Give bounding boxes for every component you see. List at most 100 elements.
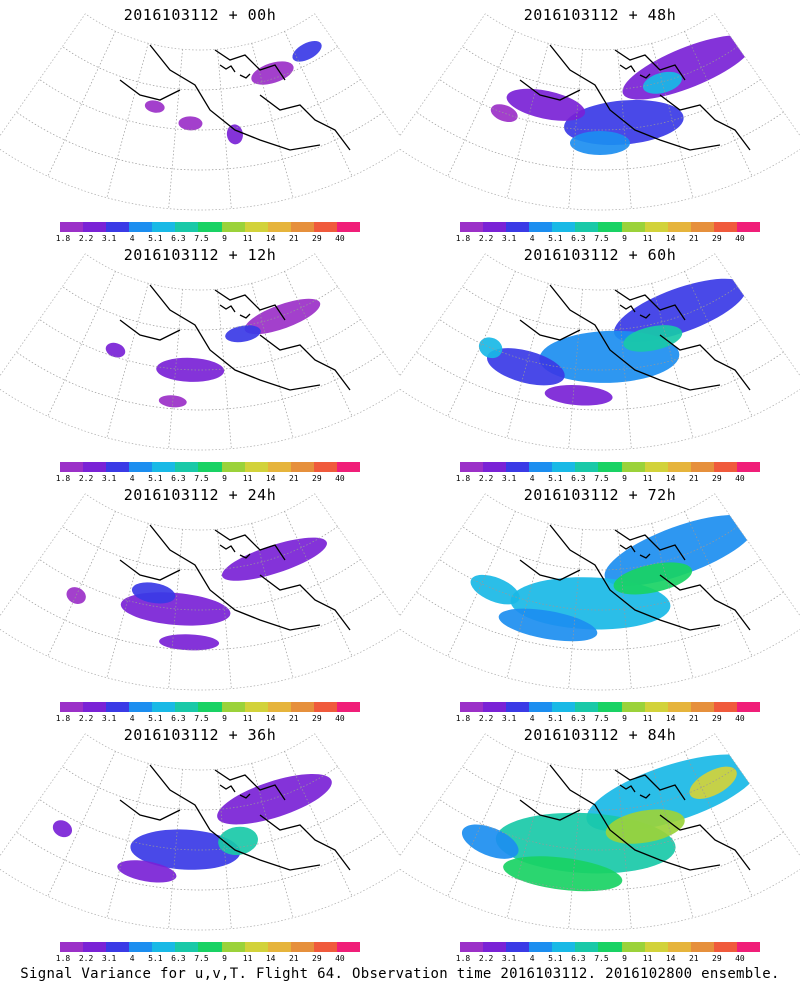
colorbar-tick-label: 2.2 <box>478 234 494 243</box>
colorbar-tick-label: 4 <box>129 474 135 483</box>
colorbar-tick-label: 40 <box>335 234 345 243</box>
colorbar-swatch <box>106 942 130 952</box>
colorbar-swatch <box>198 702 222 712</box>
colorbar <box>60 222 361 232</box>
colorbar-tick-label: 40 <box>335 954 345 963</box>
graticule <box>16 511 384 689</box>
variance-contour <box>292 41 322 62</box>
colorbar-tick-label: 2.2 <box>78 954 94 963</box>
colorbar-tick-label: 6.3 <box>171 714 186 723</box>
panel-title: 2016103112 + 24h <box>123 486 277 504</box>
colorbar-tick-label: 6.3 <box>571 234 586 243</box>
colorbar-swatch <box>575 942 599 952</box>
colorbar-tick-label: 11 <box>242 474 253 483</box>
colorbar-tick-label: 7.5 <box>194 474 209 483</box>
colorbar-swatch <box>713 222 737 232</box>
colorbar-swatch <box>690 222 714 232</box>
variance-contour <box>225 325 261 343</box>
colorbar-swatch <box>175 462 199 472</box>
colorbar-tick-label: 29 <box>712 474 722 483</box>
colorbar-tick-label: 14 <box>265 234 276 243</box>
graticule <box>416 271 784 449</box>
colorbar-tick-label: 11 <box>642 234 653 243</box>
colorbar-swatch <box>244 942 268 952</box>
colorbar-tick-label: 29 <box>312 714 322 723</box>
colorbar-tick-label: 6.3 <box>171 474 186 483</box>
variance-contour <box>221 537 327 581</box>
forecast-panel: 2016103112 + 36h 1.8 2.2 3.1 4 5.1 6.3 7.5 9 11 14… <box>0 720 400 970</box>
colorbar-tick-label: 7.5 <box>194 234 209 243</box>
variance-contour <box>159 634 220 651</box>
map-figure <box>0 493 400 691</box>
colorbar-swatch <box>106 462 130 472</box>
colorbar-tick-label: 2.2 <box>478 474 494 483</box>
colorbar-swatch <box>460 702 484 712</box>
forecast-panel: 2016103112 + 00h 1.8 2.2 3.1 4 5.1 6.3 7.5 9 11 14… <box>0 0 400 250</box>
colorbar-tick-label: 5.1 <box>148 954 163 963</box>
variance-contour <box>105 342 126 358</box>
colorbar-ticks: 1.8 2.2 3.1 4 5.1 6.3 7.5 9 11 14 21 29 40 <box>56 474 360 486</box>
variance-contour <box>470 574 520 605</box>
colorbar-swatch <box>575 222 599 232</box>
panel-title: 2016103112 + 48h <box>523 6 677 24</box>
colorbar-swatch <box>152 222 176 232</box>
colorbar-swatch <box>552 462 576 472</box>
colorbar-tick-label: 2.2 <box>478 954 494 963</box>
panel-title: 2016103112 + 12h <box>123 246 277 264</box>
colorbar-swatch <box>713 702 737 712</box>
colorbar-tick-label: 14 <box>265 714 276 723</box>
colorbar-tick-label: 2.2 <box>78 234 94 243</box>
colorbar <box>460 702 761 712</box>
colorbar-tick-label: 4 <box>129 234 135 243</box>
colorbar-swatch <box>198 942 222 952</box>
colorbar-swatch <box>106 702 130 712</box>
colorbar-tick-label: 5.1 <box>548 714 563 723</box>
variance-contour <box>66 587 86 604</box>
map-figure <box>400 733 800 931</box>
colorbar-swatch <box>336 222 361 232</box>
colorbar-tick-label: 11 <box>642 474 653 483</box>
colorbar-tick-label: 29 <box>712 234 722 243</box>
colorbar-tick-label: 11 <box>642 714 653 723</box>
variance-field <box>470 514 756 642</box>
colorbar-tick-label: 29 <box>312 474 322 483</box>
colorbar-tick-label: 5.1 <box>548 474 563 483</box>
colorbar-swatch <box>221 942 245 952</box>
variance-contour <box>544 385 613 406</box>
colorbar-swatch <box>598 702 622 712</box>
graticule <box>416 511 784 689</box>
colorbar-tick-label: 9 <box>622 474 627 483</box>
colorbar-tick-label: 7.5 <box>594 714 609 723</box>
colorbar-tick-label: 11 <box>242 714 253 723</box>
colorbar-swatch <box>644 462 668 472</box>
colorbar-tick-label: 3.1 <box>101 714 117 723</box>
colorbar-swatch <box>460 942 484 952</box>
variance-field <box>105 298 321 408</box>
variance-contour <box>486 348 565 386</box>
colorbar-tick-label: 3.1 <box>501 234 517 243</box>
panel-title: 2016103112 + 72h <box>523 486 677 504</box>
colorbar-swatch <box>598 942 622 952</box>
variance-field <box>490 35 754 155</box>
variance-contour <box>461 824 519 859</box>
colorbar-tick-label: 1.8 <box>55 234 71 243</box>
variance-field <box>66 537 327 651</box>
colorbar-swatch <box>690 702 714 712</box>
variance-contour <box>217 773 332 825</box>
colorbar-swatch <box>529 462 553 472</box>
colorbar-swatch <box>506 462 530 472</box>
variance-contour <box>642 71 682 94</box>
colorbar-swatch <box>175 702 199 712</box>
colorbar-swatch <box>290 702 314 712</box>
forecast-panel: 2016103112 + 72h 1.8 2.2 3.1 4 5.1 6.3 7.5 9 11 14… <box>400 480 800 730</box>
colorbar-swatch <box>83 702 107 712</box>
colorbar-swatch <box>106 222 130 232</box>
colorbar-swatch <box>575 462 599 472</box>
colorbar-swatch <box>83 942 107 952</box>
colorbar-swatch <box>129 222 153 232</box>
colorbar-tick-label: 9 <box>222 954 227 963</box>
colorbar-tick-label: 14 <box>665 474 676 483</box>
coastline <box>519 44 751 151</box>
colorbar-tick-label: 9 <box>222 234 227 243</box>
forecast-panel: 2016103112 + 60h 1.8 2.2 3.1 4 5.1 6.3 7.5 9 11 14… <box>400 240 800 490</box>
